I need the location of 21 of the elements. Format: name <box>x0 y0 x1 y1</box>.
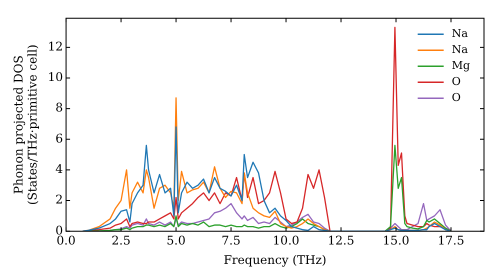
y-tick-label: 6 <box>55 131 64 146</box>
x-tick-label: 5.0 <box>166 234 186 248</box>
y-tick-label: 2 <box>55 192 64 207</box>
legend-label: Na <box>452 43 468 56</box>
x-tick-label: 0.0 <box>56 234 76 248</box>
x-tick-label: 12.5 <box>328 234 354 248</box>
x-tick-label: 17.5 <box>438 234 464 248</box>
x-tick-label: 2.5 <box>112 234 131 248</box>
legend-label: Na <box>452 27 468 40</box>
y-tick-label: 10 <box>48 70 64 84</box>
legend-label: Mg <box>452 59 470 72</box>
x-tick-label: 15.0 <box>382 234 410 248</box>
x-axis-title: Frequency (THz) <box>224 252 326 267</box>
x-tick-label: 10.0 <box>272 234 300 248</box>
y-axis-title: Phonon projected DOS (States/THz·primitive cell) <box>11 44 40 206</box>
legend-label: O <box>452 91 461 104</box>
y-tick-label: 12 <box>48 39 64 54</box>
y-tick-label: 8 <box>55 100 64 115</box>
y-tick-label: 4 <box>55 162 64 176</box>
x-tick-label: 7.5 <box>221 234 241 248</box>
legend-label: O <box>452 75 461 88</box>
